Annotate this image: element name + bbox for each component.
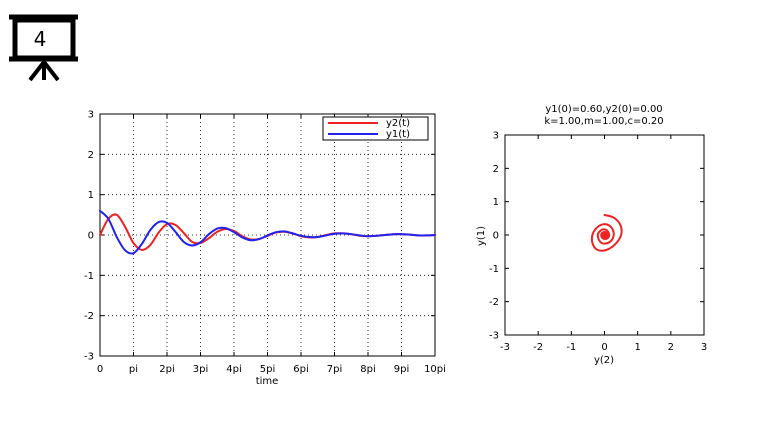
time-series-legend: y2(t) y1(t) xyxy=(322,116,429,141)
legend-entry-y2: y2(t) xyxy=(386,118,410,129)
phase-portrait-y-label: y(1) xyxy=(476,226,487,246)
x-tick-label: 1 xyxy=(634,342,640,353)
y-tick-label: 3 xyxy=(88,110,94,121)
x-tick-label: 0 xyxy=(97,364,103,375)
legend-box xyxy=(322,116,429,141)
x-tick-label: 2 xyxy=(668,342,674,353)
legend-entry-y1: y1(t) xyxy=(386,129,410,140)
phase-portrait-chart: y1(0)=0.60,y2(0)=0.00 k=1.00,m=1.00,c=0.… xyxy=(476,104,707,366)
trajectory-end-marker xyxy=(600,231,609,239)
y-tick-label: 0 xyxy=(88,231,94,242)
x-tick-label: 3 xyxy=(701,342,707,353)
y-tick-label: -3 xyxy=(84,352,94,363)
y-tick-label: 1 xyxy=(88,190,94,201)
x-tick-label: 7pi xyxy=(327,364,343,375)
y-tick-label: -2 xyxy=(489,297,499,308)
y-tick-label: 2 xyxy=(493,164,499,175)
y-tick-label: -1 xyxy=(84,271,94,282)
projector-screen-icon: 4 xyxy=(9,14,78,82)
y-tick-label: 3 xyxy=(493,131,499,142)
y-tick-label: 1 xyxy=(493,197,499,208)
x-tick-label: 5pi xyxy=(260,364,276,375)
phase-portrait-subtitle: k=1.00,m=1.00,c=0.20 xyxy=(544,116,663,127)
time-series-x-label: time xyxy=(256,376,279,387)
x-tick-label: 8pi xyxy=(360,364,376,375)
x-tick-label: -2 xyxy=(533,342,543,353)
y-tick-label: -2 xyxy=(84,311,94,322)
y-tick-label: 2 xyxy=(88,150,94,161)
x-tick-label: 10pi xyxy=(424,364,446,375)
x-tick-label: 9pi xyxy=(394,364,410,375)
y-tick-label: -3 xyxy=(489,331,499,342)
phase-portrait-title: y1(0)=0.60,y2(0)=0.00 xyxy=(545,104,662,115)
x-tick-label: -1 xyxy=(566,342,576,353)
x-tick-label: 2pi xyxy=(159,364,175,375)
x-tick-label: pi xyxy=(129,364,138,375)
x-tick-label: 0 xyxy=(601,342,607,353)
y-tick-label: 0 xyxy=(493,231,499,242)
time-series-chart: 0 pi 2pi 3pi 4pi 5pi 6pi 7pi 8pi 9pi 10pi -3 -2 -1 0 1 2… xyxy=(84,110,446,388)
x-tick-label: 6pi xyxy=(293,364,309,375)
slide-number: 4 xyxy=(34,27,47,51)
x-tick-label: 3pi xyxy=(193,364,209,375)
x-tick-label: -3 xyxy=(500,342,510,353)
phase-portrait-x-label: y(2) xyxy=(594,355,614,366)
series-line-y1t xyxy=(99,209,436,255)
y-tick-label: -1 xyxy=(489,264,499,275)
x-tick-label: 4pi xyxy=(226,364,242,375)
